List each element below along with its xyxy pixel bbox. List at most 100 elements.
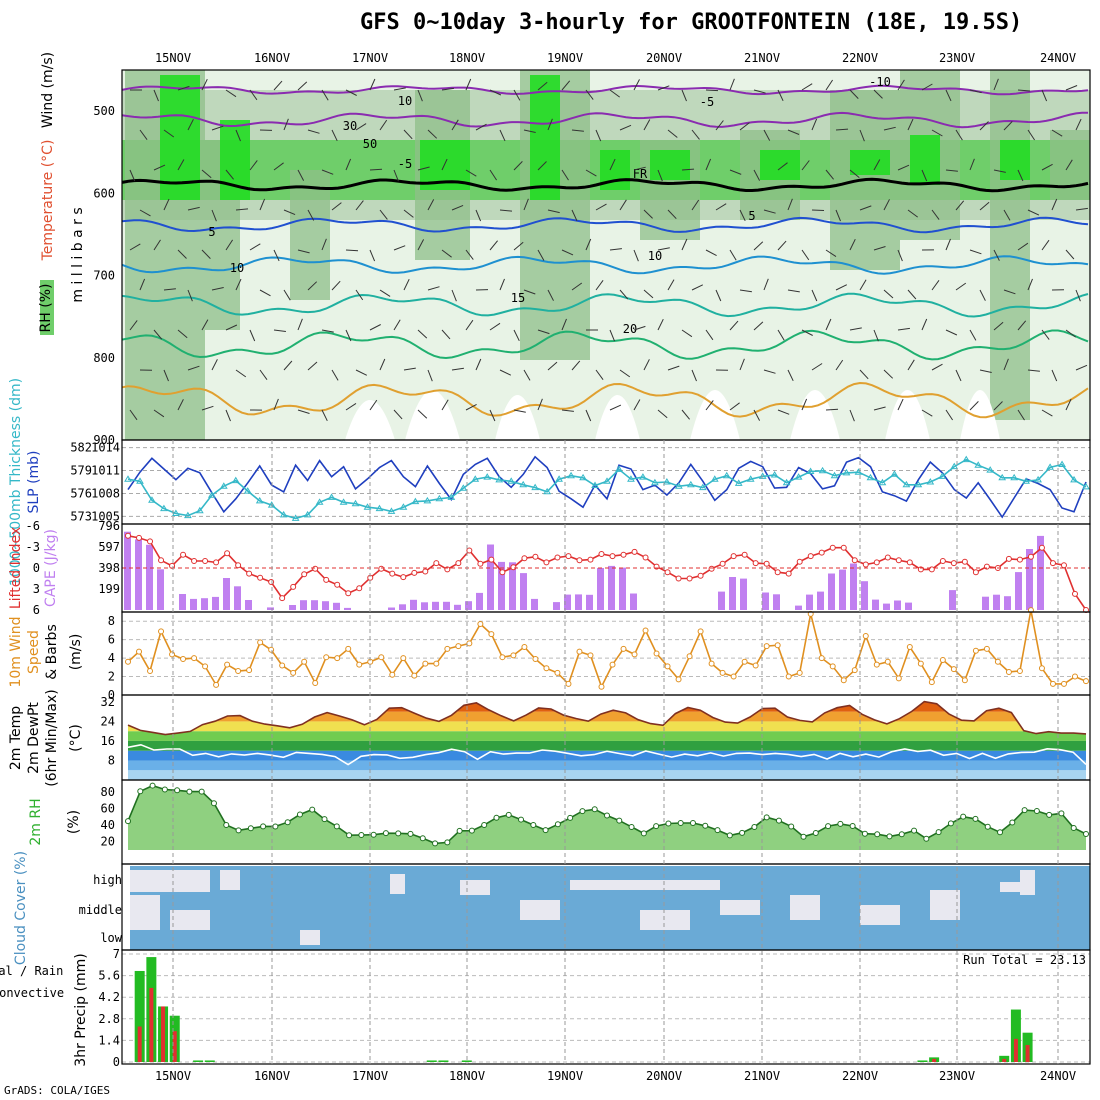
rh-saturated-3 [530,75,560,200]
lifted-line-marker [840,544,847,551]
precip-tick: 0 [113,1055,120,1069]
rh2m-line-marker [419,835,426,842]
lifted-line-marker [796,558,803,565]
upper-wind-barb [489,89,502,96]
slp-ylabel: SLP (mb) [26,450,42,513]
upper-wind-barb [393,245,406,251]
upper-wind-barb [355,369,368,376]
upper-wind-barb [417,166,430,171]
panel-frame-3 [121,611,1091,696]
upper-wind-barb [643,209,653,219]
cape-bar [465,601,472,610]
cape-bar [949,590,956,610]
lifted-line-marker [631,548,638,555]
upper-wind-barb [873,246,886,251]
upper-wind-barb [403,209,414,218]
lifted-tick: -3 [26,540,40,554]
upper-wind-barb [763,209,776,214]
upper-wind-barb [1051,198,1058,211]
upper-wind-barb [705,158,712,171]
cape-bar [894,600,901,610]
rh-dry-core-7 [960,390,1000,440]
upper-wind-barb [187,289,193,302]
upper-wind-barb [355,289,364,301]
thickness-line-marker [1082,482,1090,490]
lifted-line-marker [884,554,891,561]
rh2m-line-marker [235,827,242,834]
rh-legend-swatch [40,280,54,335]
cape-bar [509,562,516,610]
rh2m-line-marker [653,823,660,830]
lifted-line-marker [774,569,781,576]
temp-band-7 [128,701,1086,712]
upper-wind-barb [739,122,750,131]
upper-wind-barb [691,129,700,140]
cape-ylabel: CAPE (J/kg) [43,529,59,607]
lifted-line-marker [961,558,968,565]
cape-bar [740,578,747,610]
upper-wind-barb [369,168,383,171]
upper-wind-barb [177,85,190,91]
upper-wind-barb [1041,89,1048,102]
cape-bar [267,607,274,610]
upper-wind-barb [451,204,464,211]
upper-wind-barb [331,280,341,291]
upper-wind-barb [883,126,896,131]
upper-wind-barb [643,119,651,131]
thickness-line-marker [1034,475,1042,483]
lifted-line-marker [268,579,275,585]
temp-band-3 [128,740,1086,751]
wind-speed-line-marker [983,645,990,652]
cape-bar [432,601,439,610]
wind-speed-line-marker [543,665,550,672]
thickness-line-marker [615,465,623,472]
wind-speed-line-marker [510,652,517,659]
lifted-line-marker [312,565,319,572]
lifted-tick: 6 [33,603,40,617]
wind-ylabel-2: Speed [26,630,42,674]
contour-label: 50 [363,137,377,151]
lifted-line-marker [510,564,517,571]
upper-wind-barb [297,249,310,254]
upper-wind-barb [153,329,163,340]
precip-run-total: Run Total = 23.13 [963,953,1086,967]
upper-wind-barb [369,249,376,262]
upper-wind-barb [993,401,1003,411]
upper-wind-barb [513,161,523,171]
upper-wind-barb [739,289,752,293]
wind-speed-line-marker [774,642,781,649]
wind-speed-line-marker [851,667,858,674]
temp-tick: 8 [108,753,115,767]
cape-tick: 796 [98,519,120,533]
rh2m-line-marker [333,823,340,830]
upper-wind-barb [691,369,697,382]
thickness-line-marker [567,471,575,479]
upper-wind-barb [633,166,646,171]
thickness-line-marker [986,466,995,473]
upper-wind-barb [1075,118,1082,131]
upper-wind-barb [585,169,597,177]
cape-bar [487,544,494,610]
thickness-line-marker [842,468,851,476]
thickness-line-marker [255,496,264,504]
upper-wind-barb [849,327,862,331]
upper-wind-barb [379,209,388,220]
lifted-line-marker [939,558,946,564]
precip-total-bar [426,1060,437,1062]
cloud-patch-12 [860,905,900,925]
thickness-line-marker [627,475,635,482]
rh2m-line-marker [874,831,881,838]
thickness-line-marker [1058,460,1066,467]
upper-wind-barb [523,129,536,133]
upper-wind-barb [211,209,217,222]
upper-wind-barb [355,123,367,131]
wind-speed-line-marker [741,658,748,665]
lifted-line-marker [818,549,825,556]
wind-speed-line-marker [873,661,880,668]
precip-tick: 1.4 [98,1033,120,1047]
upper-wind-barb [393,409,403,420]
upper-wind-barb [163,288,176,291]
cloud-patch-8 [570,880,720,890]
upper-wind-barb [163,129,175,138]
upper-wind-barb [225,409,231,422]
